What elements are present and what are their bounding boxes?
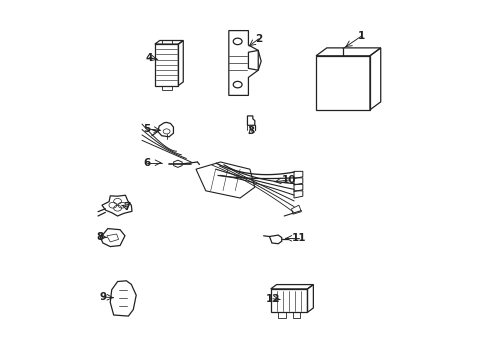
Text: 4: 4	[146, 53, 153, 63]
Text: 7: 7	[123, 202, 131, 212]
Text: 2: 2	[255, 34, 262, 44]
Text: 6: 6	[144, 158, 150, 168]
Text: 11: 11	[292, 233, 306, 243]
Text: 3: 3	[248, 126, 255, 136]
Text: 9: 9	[99, 292, 106, 302]
Text: 12: 12	[266, 294, 280, 304]
Text: 10: 10	[282, 175, 296, 185]
Text: 8: 8	[97, 231, 104, 242]
Text: 5: 5	[144, 124, 150, 134]
Text: 1: 1	[358, 31, 365, 41]
